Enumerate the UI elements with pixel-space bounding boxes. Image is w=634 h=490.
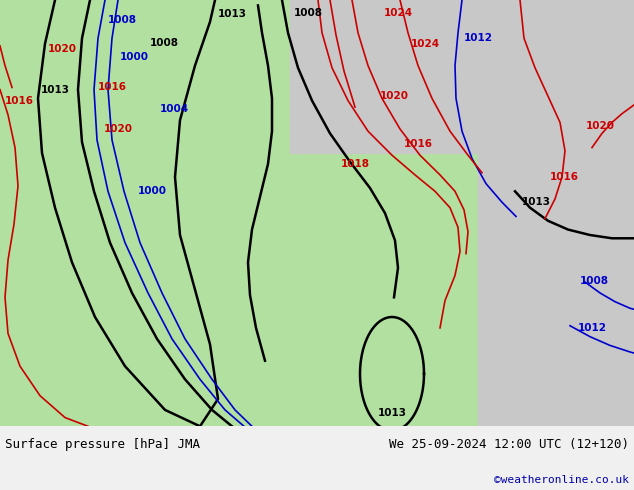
Text: 1000: 1000 — [138, 186, 167, 196]
Text: 1013: 1013 — [522, 197, 551, 207]
Text: 1000: 1000 — [120, 52, 149, 62]
Text: 1020: 1020 — [48, 44, 77, 54]
Text: 1008: 1008 — [294, 8, 323, 18]
Text: 1013: 1013 — [41, 85, 70, 95]
Text: 1024: 1024 — [410, 39, 439, 49]
Text: 1012: 1012 — [464, 33, 493, 43]
Text: 1013: 1013 — [377, 408, 406, 417]
Text: 1016: 1016 — [98, 82, 127, 93]
Bar — [478, 0, 634, 426]
Text: 1020: 1020 — [103, 124, 133, 134]
Bar — [290, 0, 480, 153]
Text: 1016: 1016 — [403, 139, 432, 149]
Text: 1008: 1008 — [150, 38, 179, 48]
Text: 1018: 1018 — [340, 159, 370, 169]
Text: We 25-09-2024 12:00 UTC (12+120): We 25-09-2024 12:00 UTC (12+120) — [389, 438, 629, 451]
Text: 1016: 1016 — [5, 96, 34, 106]
Text: 1004: 1004 — [159, 104, 188, 114]
Text: 1020: 1020 — [586, 121, 614, 131]
Text: ©weatheronline.co.uk: ©weatheronline.co.uk — [494, 475, 629, 485]
Text: 1024: 1024 — [384, 8, 413, 18]
Text: Surface pressure [hPa] JMA: Surface pressure [hPa] JMA — [5, 438, 200, 451]
Text: 1008: 1008 — [108, 15, 136, 24]
Text: 1012: 1012 — [578, 323, 607, 333]
Text: 1013: 1013 — [217, 9, 247, 19]
Text: 1016: 1016 — [550, 172, 579, 182]
Text: 1008: 1008 — [579, 276, 609, 286]
Text: 1020: 1020 — [380, 91, 408, 101]
